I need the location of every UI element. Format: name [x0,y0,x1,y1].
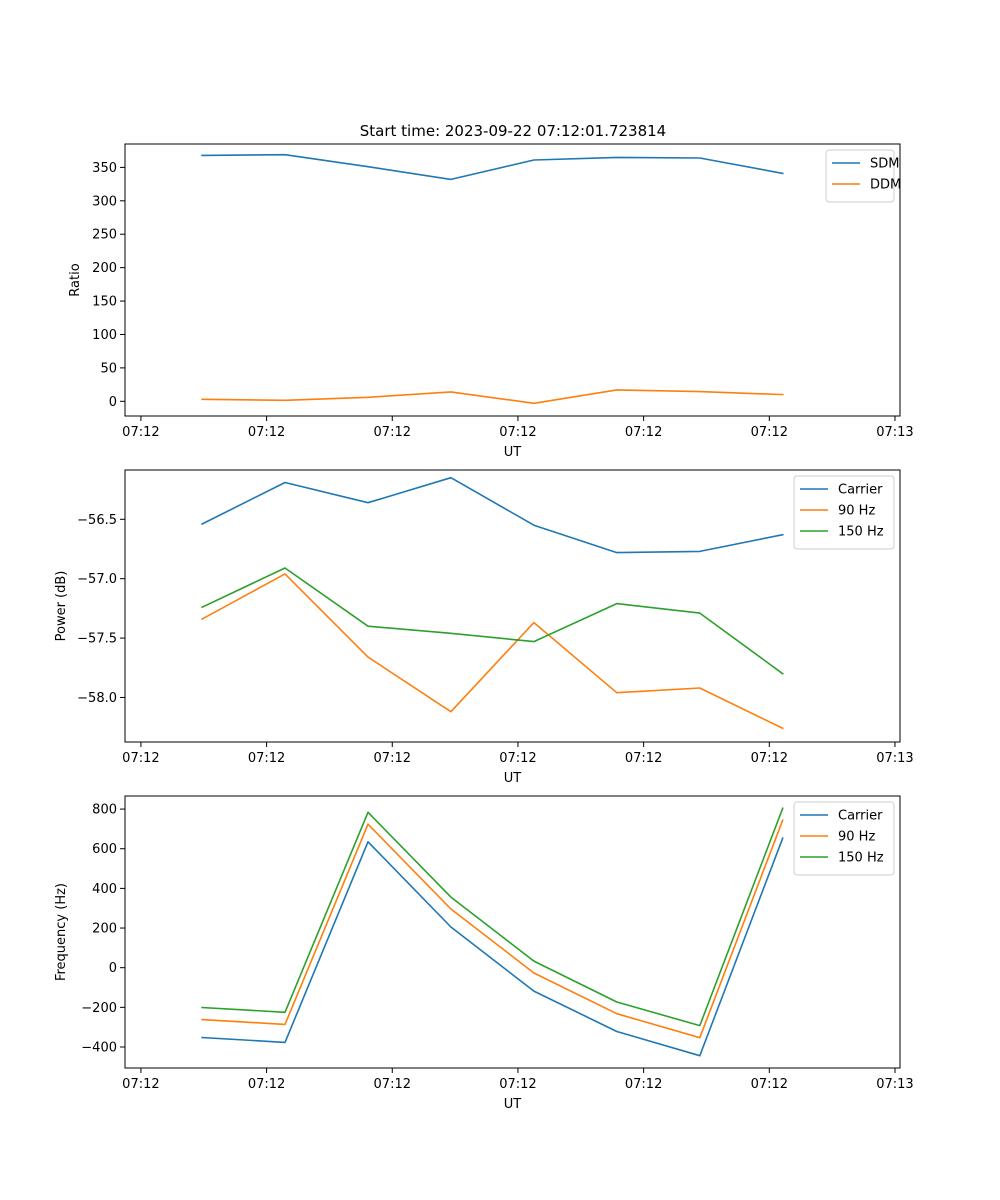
y-tick-label: −57.0 [77,572,117,587]
x-tick-label: 07:12 [751,1077,788,1092]
y-tick-label: 50 [100,361,117,376]
y-tick-label: −57.5 [77,632,117,647]
legend-label-150-hz: 150 Hz [838,851,884,866]
x-axis-label: UT [504,445,522,460]
x-tick-label: 07:12 [625,425,662,440]
y-axis-label: Power (dB) [54,571,69,642]
y-tick-label: 250 [92,228,117,243]
x-tick-label: 07:12 [625,1077,662,1092]
series-line-90-hz [201,573,784,730]
legend-label-carrier: Carrier [838,483,883,498]
y-tick-label: 600 [92,842,117,857]
ratio-panel: 07:12 07:12 07:12 07:12 07:12 07:12 07:13 0 50 10… [68,143,914,460]
x-tick-label: 07:12 [625,751,662,766]
x-tick-label: 07:12 [122,425,159,440]
y-tick-label: 150 [92,295,117,310]
figure-title: Start time: 2023-09-22 07:12:01.723814 [360,122,666,140]
legend: Carrier 90 Hz 150 Hz [793,475,895,550]
legend: SDM DDM [825,149,901,203]
x-tick-label: 07:12 [499,1077,536,1092]
x-tick-label: 07:13 [876,1077,913,1092]
y-tick-label: −56.5 [77,513,117,528]
y-tick-label: −200 [81,1001,117,1016]
y-tick-label: 400 [92,882,117,897]
x-tick-label: 07:12 [374,751,411,766]
y-axis-label: Frequency (Hz) [54,883,69,981]
x-tick-label: 07:12 [122,1077,159,1092]
y-tick-label: −400 [81,1040,117,1055]
series-line-sdm [201,153,784,181]
x-tick-label: 07:12 [499,425,536,440]
series-line-150-hz [201,567,784,675]
y-tick-label: 0 [109,395,117,410]
y-tick-label: 0 [109,961,117,976]
y-axis-label: Ratio [68,263,83,296]
x-tick-label: 07:12 [499,751,536,766]
x-axis-label: UT [504,1097,522,1112]
legend-label-carrier: Carrier [838,809,883,824]
x-axis-label: UT [504,771,522,786]
series-line-150-hz [201,807,784,1027]
x-tick-label: 07:12 [248,1077,285,1092]
legend-label-sdm: SDM [870,157,899,172]
x-tick-label: 07:12 [122,751,159,766]
y-tick-label: 200 [92,922,117,937]
y-tick-label: 800 [92,803,117,818]
y-tick-label: 300 [92,194,117,209]
x-tick-label: 07:12 [374,1077,411,1092]
x-tick-label: 07:12 [751,751,788,766]
axes-frame [124,143,901,417]
legend-label-90-hz: 90 Hz [838,504,875,519]
y-tick-label: −58.0 [77,691,117,706]
x-tick-label: 07:12 [248,751,285,766]
series-line-ddm [201,389,784,405]
legend-label-90-hz: 90 Hz [838,830,875,845]
axes-frame [124,469,901,743]
y-tick-label: 200 [92,261,117,276]
y-tick-label: 100 [92,328,117,343]
legend-label-150-hz: 150 Hz [838,525,884,540]
series-line-90-hz [201,819,784,1039]
series-line-carrier [201,476,784,554]
x-tick-label: 07:12 [374,425,411,440]
series-line-carrier [201,837,784,1057]
x-tick-label: 07:13 [876,425,913,440]
x-tick-label: 07:13 [876,751,913,766]
legend-label-ddm: DDM [870,178,901,193]
frequency-panel: 07:12 07:12 07:12 07:12 07:12 07:12 07:13 −400 −… [54,795,914,1112]
x-tick-label: 07:12 [248,425,285,440]
axes-frame [124,795,901,1069]
power-panel: 07:12 07:12 07:12 07:12 07:12 07:12 07:13 −58.0… [54,469,914,786]
x-tick-label: 07:12 [751,425,788,440]
chart-panels: 07:12 07:12 07:12 07:12 07:12 07:12 07:13 0 50 10… [54,143,914,1112]
legend: Carrier 90 Hz 150 Hz [793,801,895,876]
y-tick-label: 350 [92,161,117,176]
